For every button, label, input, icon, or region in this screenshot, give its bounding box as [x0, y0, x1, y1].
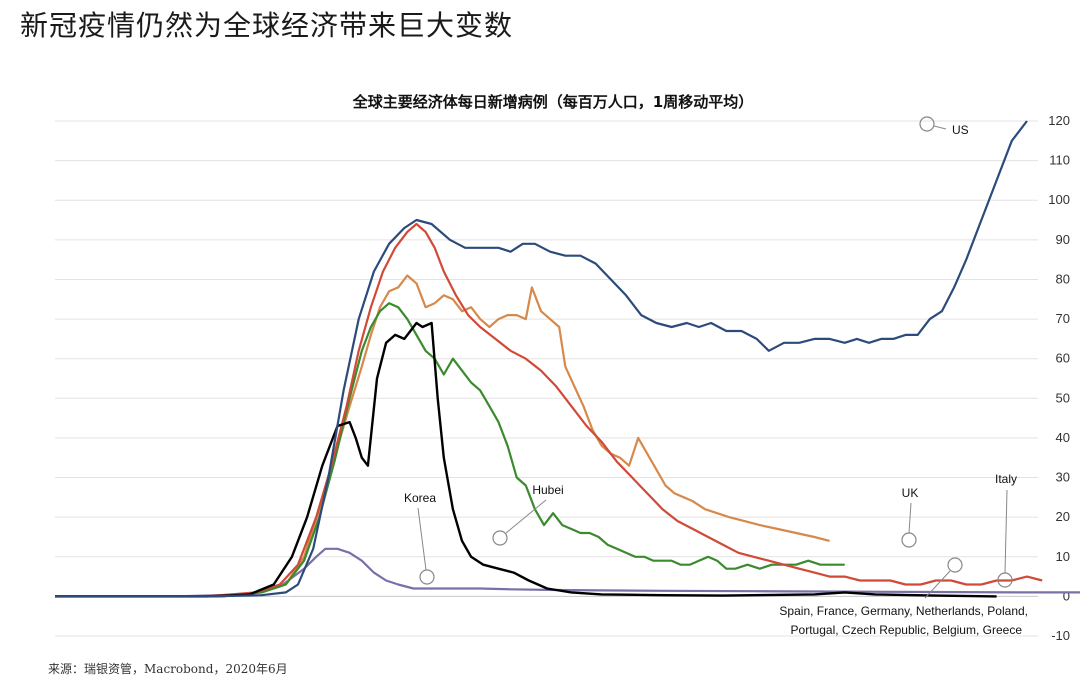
annotation-label: UK [902, 486, 919, 500]
annotation-label: Korea [404, 491, 436, 505]
series-line-italy [55, 222, 1043, 598]
y-tick-label: 60 [1056, 351, 1070, 366]
annotation-label: Hubei [532, 483, 563, 497]
annotation-leader [417, 507, 427, 571]
annotation-label-europe-2: Portugal, Czech Republic, Belgium, Greec… [791, 623, 1023, 637]
y-tick-label: 80 [1056, 271, 1070, 286]
annotation-circle [947, 557, 963, 573]
y-tick-label: 0 [1063, 588, 1070, 603]
series-line-uk [55, 274, 830, 598]
annotation-leader [505, 499, 547, 534]
series-lines [55, 120, 1080, 598]
annotation-circle [901, 532, 917, 548]
annotation-leader [933, 125, 947, 130]
annotation-label-europe-1: Spain, France, Germany, Netherlands, Pol… [779, 604, 1028, 618]
annotation-circle [492, 530, 508, 546]
annotation-circle [919, 116, 935, 132]
y-tick-label: -10 [1051, 628, 1070, 643]
annotation-label: US [952, 123, 969, 137]
y-tick-label: 100 [1048, 192, 1070, 207]
y-tick-label: 120 [1048, 113, 1070, 128]
y-tick-label: 40 [1056, 430, 1070, 445]
y-tick-label: 70 [1056, 311, 1070, 326]
series-line-spain [55, 302, 845, 598]
annotation-circle [419, 569, 435, 585]
y-tick-label: 30 [1056, 470, 1070, 485]
y-tick-label: 20 [1056, 509, 1070, 524]
y-axis-ticks: -10 0 10 20 30 40 50 60 70 80 90 100 110 120 [1048, 113, 1070, 643]
headline: 新冠疫情仍然为全球经济带来巨大变数 [20, 9, 514, 42]
series-line-hubei [55, 321, 997, 598]
annotations: US Korea Hubei UK Italy Spain, France, German… [404, 116, 1028, 637]
series-line-us [55, 120, 1028, 598]
y-tick-label: 50 [1056, 390, 1070, 405]
annotation-leader [1004, 489, 1008, 574]
y-tick-label: 90 [1056, 232, 1070, 247]
y-tick-label: 10 [1056, 549, 1070, 564]
annotation-label: Italy [995, 472, 1017, 486]
y-tick-label: 110 [1049, 153, 1070, 168]
annotation-leader [924, 570, 951, 599]
annotation-leader [908, 502, 912, 534]
source-note: 来源：瑞银资管，Macrobond，2020年6月 [48, 662, 288, 676]
chart-title: 全球主要经济体每日新增病例（每百万人口，1周移动平均） [352, 93, 753, 111]
series-line-korea [55, 547, 1080, 598]
grid-lines [55, 120, 1038, 637]
